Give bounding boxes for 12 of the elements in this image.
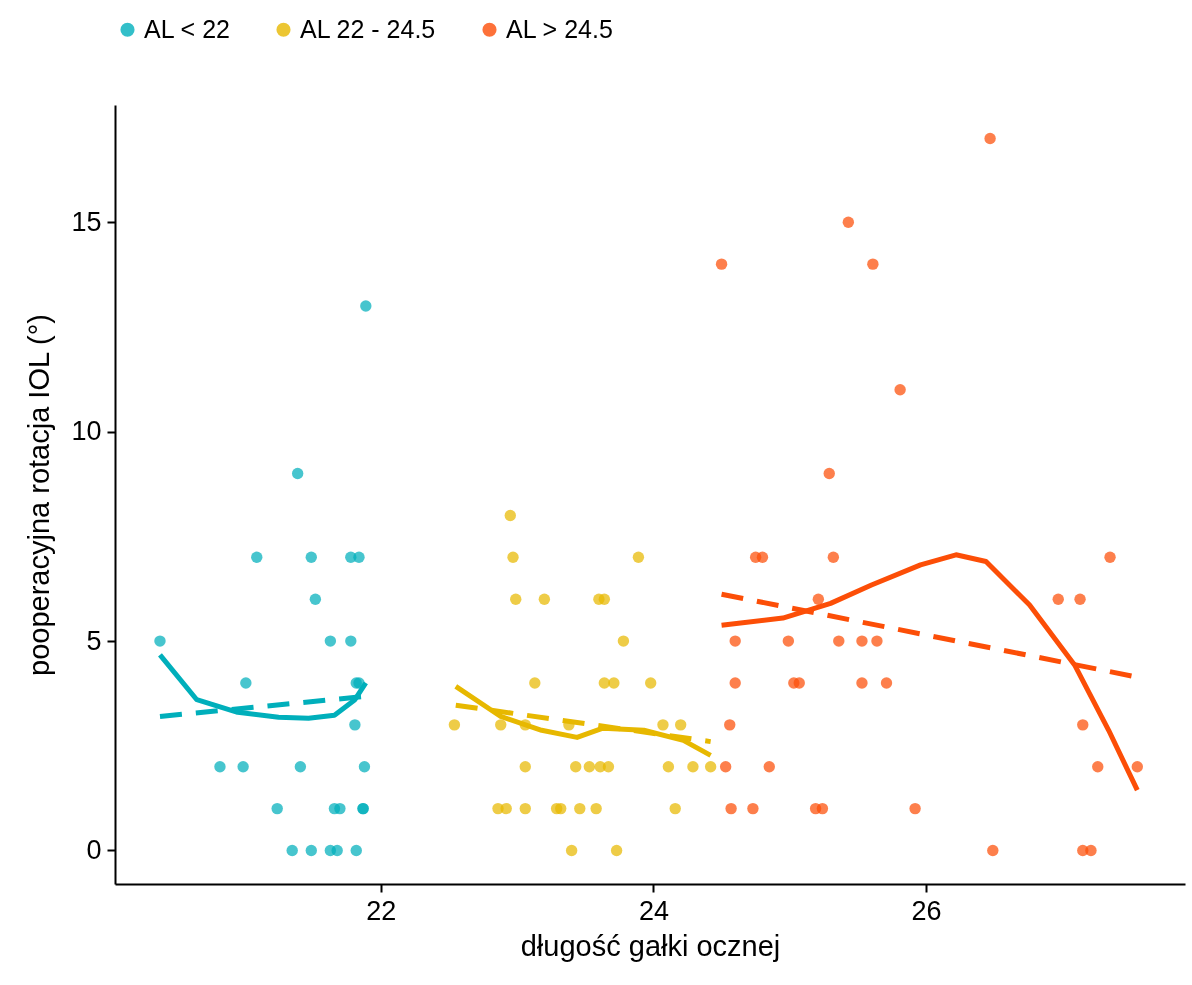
legend-label: AL < 22: [144, 14, 230, 43]
x-axis-title: długość gałki ocznej: [520, 929, 781, 962]
y-tick-label: 0: [86, 834, 102, 865]
legend-label: AL > 24.5: [506, 14, 613, 43]
y-tick-label: 5: [86, 625, 102, 656]
x-tick-label: 22: [366, 895, 397, 926]
y-axis-title: pooperacyjna rotacja IOL (°): [23, 314, 56, 676]
x-tick-label: 26: [911, 895, 942, 926]
y-tick-label: 15: [71, 206, 102, 237]
y-tick-label: 10: [71, 416, 102, 447]
x-tick-label: 24: [638, 895, 669, 926]
legend-label: AL 22 - 24.5: [300, 14, 436, 43]
